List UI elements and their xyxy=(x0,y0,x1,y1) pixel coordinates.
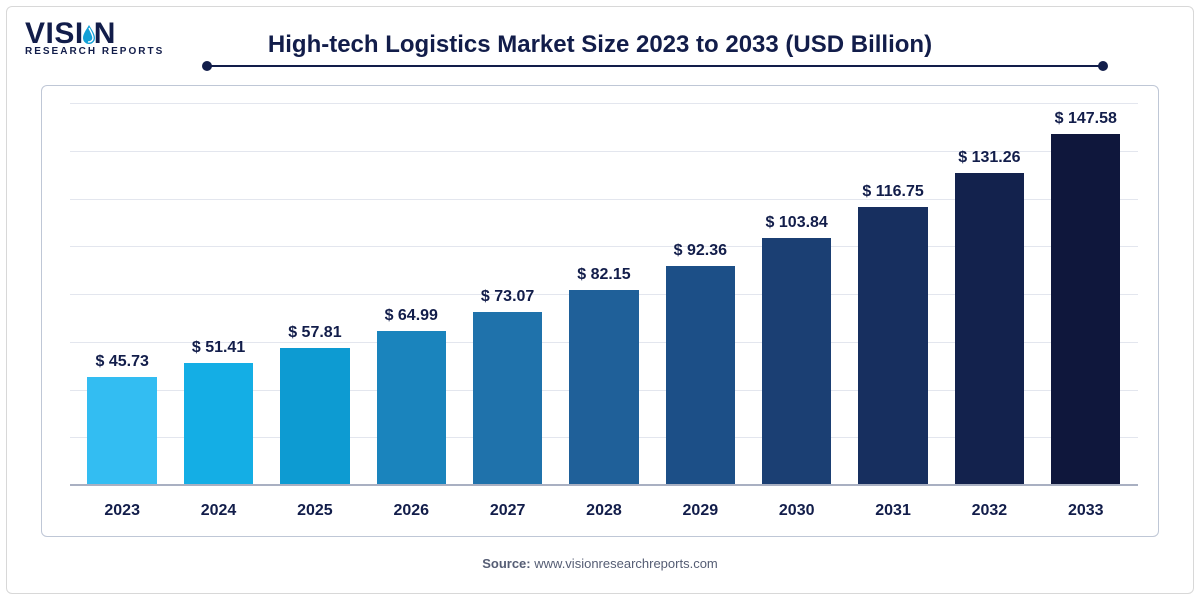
bar-slot: $ 103.84 xyxy=(749,104,845,486)
bar xyxy=(955,173,1024,486)
x-axis-label: 2026 xyxy=(363,502,459,520)
title-divider xyxy=(207,65,1103,67)
bar-slot: $ 51.41 xyxy=(170,104,266,486)
card-frame: VISI N RESEARCH REPORTS High-tech Logist… xyxy=(6,6,1194,594)
source-label: Source: xyxy=(482,556,530,571)
bar-value-label: $ 73.07 xyxy=(481,288,534,306)
source-url: www.visionresearchreports.com xyxy=(534,556,718,571)
bar xyxy=(87,377,156,486)
bar xyxy=(858,207,927,486)
x-axis-label: 2033 xyxy=(1038,502,1134,520)
bars-container: $ 45.73 $ 51.41 $ 57.81 $ 64.99 $ 73.07 $ 82.… xyxy=(70,104,1138,486)
x-axis-label: 2032 xyxy=(941,502,1037,520)
x-axis-label: 2028 xyxy=(556,502,652,520)
bar-value-label: $ 147.58 xyxy=(1055,110,1117,128)
bar-value-label: $ 51.41 xyxy=(192,339,245,357)
bar-value-label: $ 103.84 xyxy=(766,214,828,232)
bar xyxy=(1051,134,1120,486)
bar-value-label: $ 92.36 xyxy=(674,242,727,260)
x-axis-labels: 2023202420252026202720282029203020312032… xyxy=(70,502,1138,520)
bar-value-label: $ 45.73 xyxy=(95,353,148,371)
bar-slot: $ 131.26 xyxy=(941,104,1037,486)
bar-value-label: $ 57.81 xyxy=(288,324,341,342)
x-axis-label: 2030 xyxy=(749,502,845,520)
source-caption: Source: www.visionresearchreports.com xyxy=(7,556,1193,571)
bar-slot: $ 73.07 xyxy=(459,104,555,486)
x-axis-line xyxy=(70,484,1138,486)
bar-slot: $ 45.73 xyxy=(74,104,170,486)
x-axis-label: 2023 xyxy=(74,502,170,520)
bar-slot: $ 92.36 xyxy=(652,104,748,486)
bar-value-label: $ 116.75 xyxy=(862,183,923,201)
x-axis-label: 2027 xyxy=(459,502,555,520)
bar xyxy=(377,331,446,486)
bar xyxy=(762,238,831,486)
bar-slot: $ 82.15 xyxy=(556,104,652,486)
bar xyxy=(569,290,638,486)
plot-area: $ 45.73 $ 51.41 $ 57.81 $ 64.99 $ 73.07 $ 82.… xyxy=(70,104,1138,486)
bar-value-label: $ 64.99 xyxy=(385,307,438,325)
bar xyxy=(184,363,253,486)
bar-value-label: $ 82.15 xyxy=(577,266,630,284)
x-axis-label: 2025 xyxy=(267,502,363,520)
bar-slot: $ 57.81 xyxy=(267,104,363,486)
bar xyxy=(473,312,542,486)
bar xyxy=(280,348,349,486)
chart-title: High-tech Logistics Market Size 2023 to … xyxy=(7,31,1193,59)
bar-slot: $ 116.75 xyxy=(845,104,941,486)
x-axis-label: 2024 xyxy=(170,502,266,520)
x-axis-label: 2031 xyxy=(845,502,941,520)
x-axis-label: 2029 xyxy=(652,502,748,520)
chart-frame: $ 45.73 $ 51.41 $ 57.81 $ 64.99 $ 73.07 $ 82.… xyxy=(41,85,1159,537)
bar-slot: $ 64.99 xyxy=(363,104,459,486)
bar-value-label: $ 131.26 xyxy=(958,149,1020,167)
bar xyxy=(666,266,735,487)
bar-slot: $ 147.58 xyxy=(1038,104,1134,486)
